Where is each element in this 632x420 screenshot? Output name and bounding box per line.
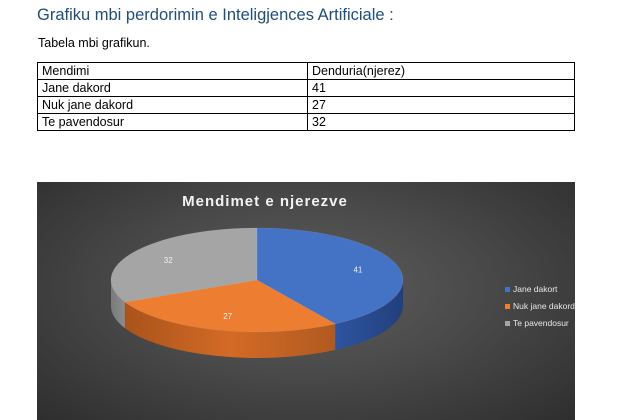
table-cell: 41	[307, 79, 575, 97]
legend-swatch-nuk-jane-dakord	[505, 304, 510, 309]
data-table: Mendimi Denduria(njerez) Jane dakord 41 …	[37, 62, 575, 131]
table-header-cell: Denduria(njerez)	[307, 62, 575, 80]
table-cell: Nuk jane dakord	[37, 96, 308, 114]
pie-slice-te-pavendosur	[110, 227, 258, 303]
table-row: Te pavendosur 32	[37, 113, 575, 131]
table-cell: Te pavendosur	[37, 113, 308, 131]
legend-swatch-te-pavendosur	[505, 321, 510, 326]
pie-data-label: 41	[353, 266, 362, 275]
table-cell: Jane dakord	[37, 79, 308, 97]
pie-slice-side-jane-dakort	[335, 280, 403, 350]
pie-slice-side-nuk-jane-dakord	[124, 302, 336, 358]
pie-slice-side-te-pavendosur	[111, 280, 125, 329]
table-header-cell: Mendimi	[37, 62, 308, 80]
page-heading: Grafiku mbi perdorimin e Inteligjences A…	[37, 6, 394, 24]
table-row: Nuk jane dakord 27	[37, 96, 575, 114]
table-caption: Tabela mbi grafikun.	[38, 36, 150, 50]
pie-slice-jane-dakort	[256, 227, 404, 325]
table-row: Jane dakord 41	[37, 79, 575, 97]
legend-label-te-pavendosur: Te pavendosur	[513, 318, 569, 328]
pie-chart: Mendimet e njerezve 41 27 32 Jane dakort Nu…	[37, 182, 575, 420]
pie-chart-svg: Mendimet e njerezve 41 27 32 Jane dakort Nu…	[110, 193, 575, 358]
pie-data-label: 32	[164, 256, 173, 265]
legend-label-nuk-jane-dakord: Nuk jane dakord	[513, 301, 575, 311]
table-cell: 27	[307, 96, 575, 114]
table-header-row: Mendimi Denduria(njerez)	[37, 62, 575, 80]
chart-title: Mendimet e njerezve	[182, 193, 348, 210]
pie-data-label: 27	[223, 312, 232, 321]
pie-slice-nuk-jane-dakord	[124, 279, 336, 333]
table-cell: 32	[307, 113, 575, 131]
legend-label-jane-dakort: Jane dakort	[513, 284, 558, 294]
legend-swatch-jane-dakort	[505, 287, 510, 292]
